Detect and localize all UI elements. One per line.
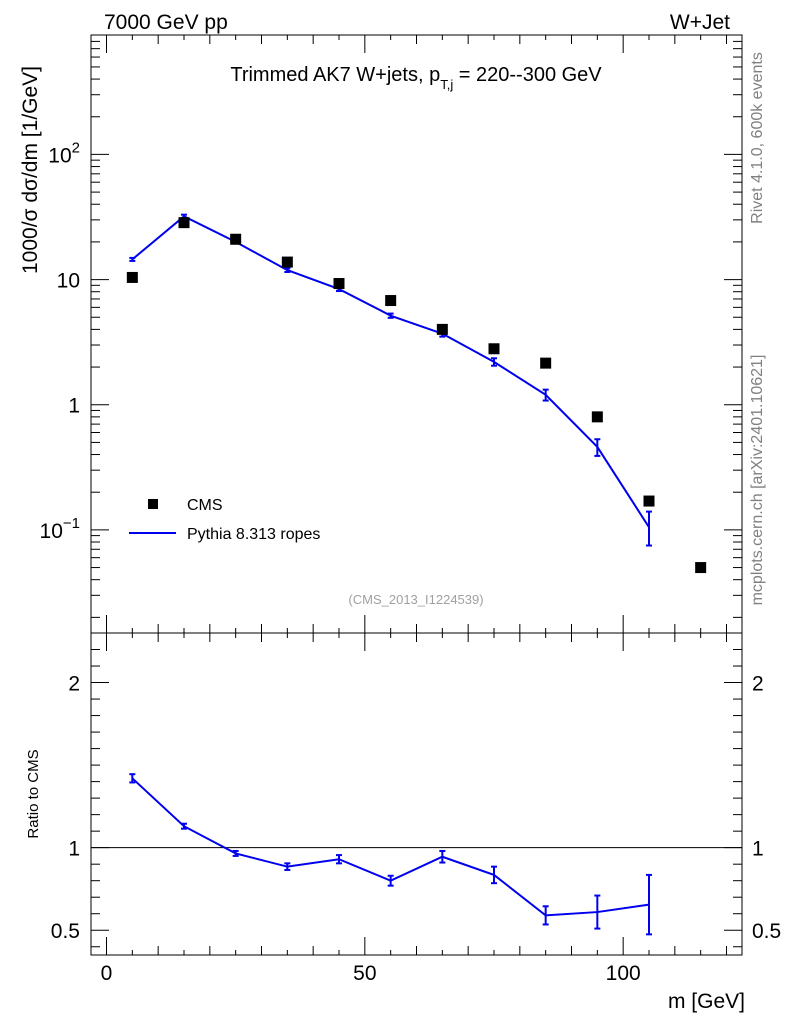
cms-data-point [230,233,242,245]
x-axis-label: m [GeV] [668,990,745,1013]
x-tick-label: 50 [353,962,376,985]
mc-line [131,215,650,528]
main-panel-frame [90,34,743,634]
ratio-y-axis-label: Ratio to CMS [25,749,42,838]
cms-data-point [695,562,707,574]
x-tick-label: 0 [101,962,113,985]
main-y-tick-exponent: −1 [63,515,80,532]
cms-data-point [178,217,190,229]
rivet-version-label: Rivet 4.1.0, 600k events [749,52,766,224]
ratio-panel-frame [90,632,743,956]
legend-cms-marker [148,499,158,509]
main-y-tick-label: 10 [57,270,80,293]
ratio-y-tick-label-left: 0.5 [51,920,80,943]
cms-data-point [333,278,345,290]
cms-data-points [126,217,707,574]
main-title: Trimmed AK7 W+jets, pT,j = 220--300 GeV [230,64,602,92]
mc-series-ratio [129,773,652,936]
cms-data-point [126,271,138,283]
cms-data-point [591,411,603,423]
main-title-subscript: T,j [440,77,453,92]
main-y-tick-base: 1 [68,395,80,418]
analysis-reference-label: (CMS_2013_I1224539) [348,592,483,607]
energy-label: 7000 GeV pp [104,11,228,34]
ratio-y-tick-label-right: 1 [752,838,764,861]
legend-mc-label: Pythia 8.313 ropes [187,526,320,543]
main-y-tick-label: 102 [48,139,80,167]
main-y-tick-base: 10 [57,270,80,293]
ratio-mc-line [131,777,650,917]
x-tick-labels: 0 50 100 [101,962,641,985]
main-y-tick-label: 10−1 [40,515,80,543]
mc-series-main [129,213,652,547]
main-panel-ticks [91,34,742,633]
cms-data-point [281,256,293,268]
main-y-tick-base: 10 [48,144,71,167]
ratio-y-tick-label-right: 2 [752,673,764,696]
cms-data-point [643,495,655,507]
ratio-y-tick-label-left: 1 [68,838,80,861]
cms-data-point [540,357,552,369]
x-tick-label: 100 [606,962,641,985]
main-title-text: Trimmed AK7 W+jets, p [230,64,440,86]
main-y-tick-label: 1 [68,395,80,418]
legend: CMS Pythia 8.313 ropes [129,497,320,543]
main-y-tick-exponent: 2 [72,139,80,156]
main-y-axis-label: 1000/σ dσ/dm [1/GeV] [19,66,42,274]
ratio-y-tick-label-left: 2 [68,673,80,696]
mcplots-reference-label: mcplots.cern.ch [arXiv:2401.10621] [749,355,766,606]
main-y-tick-base: 10 [40,520,63,543]
cms-data-point [436,323,448,335]
cms-data-point [385,295,397,307]
ratio-y-tick-label-right: 0.5 [752,920,781,943]
main-title-tail: = 220--300 GeV [453,64,602,86]
cms-data-point [488,343,500,355]
ratio-panel-ticks [91,632,742,955]
process-label: W+Jet [670,11,730,34]
legend-cms-label: CMS [187,497,223,514]
ratio-y-tick-labels: 0.5 0.5 1 1 2 2 [51,673,781,944]
